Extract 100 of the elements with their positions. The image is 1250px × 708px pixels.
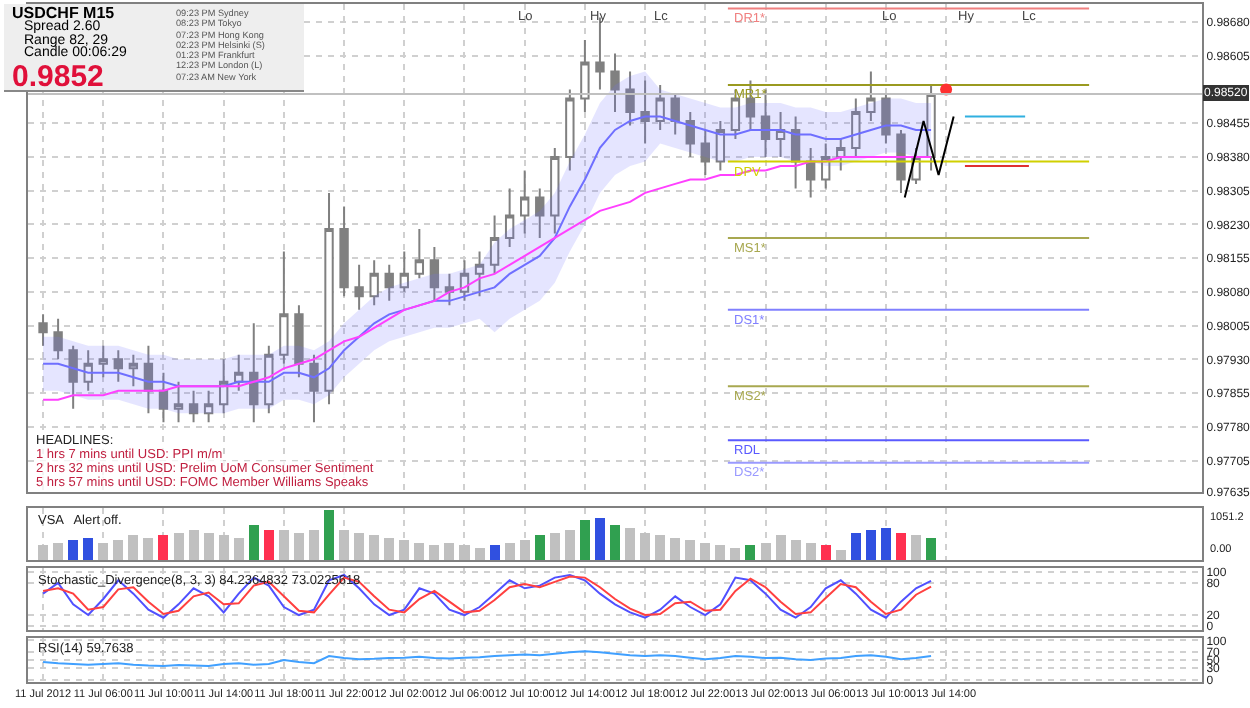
bar	[730, 547, 741, 560]
bar	[790, 540, 801, 560]
bar	[895, 532, 906, 560]
bar	[760, 542, 771, 560]
candlestick	[459, 259, 470, 302]
candlestick	[264, 344, 274, 415]
bar	[820, 545, 831, 560]
bar	[173, 532, 184, 560]
candlestick	[670, 92, 680, 136]
candlestick	[38, 313, 48, 347]
bar	[429, 545, 440, 560]
bar	[534, 535, 545, 560]
candlestick	[188, 389, 199, 424]
bar	[369, 535, 380, 560]
bar	[308, 530, 319, 560]
bar	[655, 535, 666, 560]
candlestick	[625, 70, 635, 127]
candlestick	[279, 250, 289, 365]
bar	[278, 530, 289, 560]
bar	[113, 540, 124, 560]
bar	[68, 540, 79, 560]
candlestick	[685, 110, 695, 158]
candlestick	[354, 263, 364, 311]
bar	[53, 542, 64, 560]
bar	[233, 537, 244, 560]
annotation: 0.9852	[12, 59, 104, 93]
bar	[805, 542, 816, 560]
bar	[324, 510, 335, 560]
bar	[399, 540, 410, 560]
candlestick	[821, 142, 831, 190]
candlestick	[655, 83, 665, 131]
candlestick	[68, 344, 78, 410]
candlestick	[474, 250, 485, 298]
bar	[564, 530, 575, 560]
bar	[504, 542, 515, 560]
bar	[128, 535, 139, 560]
candlestick	[113, 349, 123, 383]
candlestick	[324, 191, 334, 406]
bar	[549, 532, 560, 560]
candlestick	[83, 349, 93, 392]
candlestick	[535, 187, 545, 239]
bar	[625, 527, 636, 560]
line-series	[42, 115, 933, 388]
candlestick	[143, 344, 154, 415]
line-series	[42, 155, 933, 401]
bar	[263, 530, 274, 560]
bar	[339, 530, 350, 560]
candlestick	[249, 322, 259, 424]
bar	[715, 545, 726, 560]
candlestick	[429, 245, 440, 302]
candlestick	[218, 358, 229, 415]
bar	[685, 540, 696, 560]
candlestick	[790, 115, 801, 190]
candlestick	[851, 97, 861, 158]
candlestick	[640, 79, 650, 145]
candlestick	[715, 119, 726, 172]
bar	[700, 542, 711, 560]
candlestick	[98, 344, 108, 379]
candlestick	[836, 137, 846, 172]
bar	[38, 545, 49, 560]
bar	[459, 545, 470, 560]
candlestick	[580, 38, 590, 113]
bar	[414, 542, 425, 560]
candlestick	[550, 146, 560, 235]
candlestick	[309, 353, 319, 424]
candlestick	[399, 250, 409, 293]
candlestick	[173, 380, 184, 424]
candlestick	[203, 389, 214, 424]
candlestick	[700, 128, 710, 176]
candlestick	[520, 169, 530, 235]
bar	[745, 545, 756, 560]
candlestick	[384, 263, 394, 302]
bar	[926, 537, 937, 560]
bar	[248, 525, 259, 560]
bar	[609, 525, 621, 560]
bar	[354, 532, 365, 560]
annotation: USDCHF M15	[12, 4, 115, 22]
candlestick	[339, 205, 349, 298]
candlestick	[128, 353, 139, 388]
bar	[911, 535, 922, 560]
bar	[640, 532, 651, 560]
candlestick	[896, 128, 906, 194]
bar	[444, 542, 455, 560]
bar	[203, 532, 214, 560]
bar	[835, 550, 846, 560]
bar	[880, 527, 891, 560]
bar	[850, 532, 861, 560]
candlestick	[504, 187, 515, 248]
candlestick	[881, 92, 891, 145]
candlestick	[294, 304, 304, 379]
bar	[670, 537, 681, 560]
candlestick	[234, 353, 244, 392]
bar	[474, 547, 485, 560]
candlestick	[775, 110, 786, 158]
candlestick	[565, 88, 575, 172]
candlestick	[866, 70, 876, 122]
bar	[775, 535, 786, 560]
bar	[865, 530, 876, 560]
bar	[579, 520, 590, 560]
candlestick	[444, 272, 455, 307]
